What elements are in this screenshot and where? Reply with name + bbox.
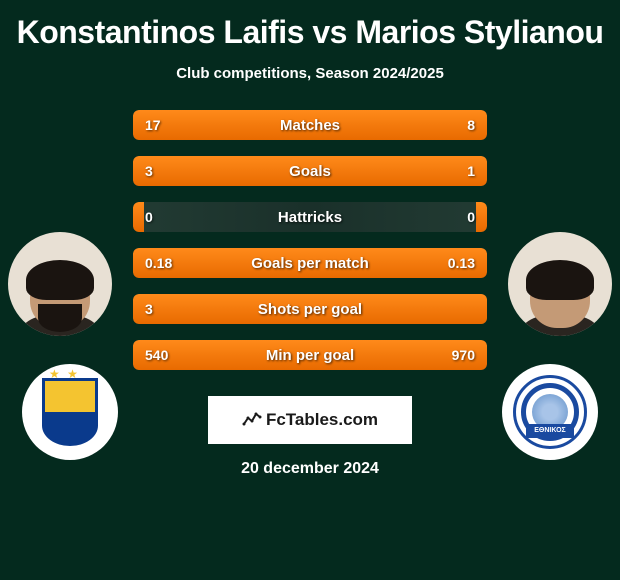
footer-date: 20 december 2024 bbox=[241, 460, 379, 478]
player-avatar-right bbox=[508, 232, 612, 336]
club-badge-left: ★ ★ ★ bbox=[22, 364, 118, 460]
stat-row: 3Shots per goal bbox=[133, 294, 487, 324]
stat-label: Shots per goal bbox=[133, 301, 487, 318]
stat-rows: 178Matches 31Goals 00Hattricks 0.180.13Goal… bbox=[133, 110, 487, 386]
chart-icon bbox=[242, 408, 262, 433]
stat-label: Matches bbox=[133, 117, 487, 134]
stat-row: 31Goals bbox=[133, 156, 487, 186]
stat-label: Goals per match bbox=[133, 255, 487, 272]
club-badge-right-text: ΕΘΝΙΚΟΣ bbox=[526, 424, 574, 438]
page-title: Konstantinos Laifis vs Marios Stylianou bbox=[17, 14, 604, 51]
stat-row: 0.180.13Goals per match bbox=[133, 248, 487, 278]
stat-label: Min per goal bbox=[133, 347, 487, 364]
stat-row: 540970Min per goal bbox=[133, 340, 487, 370]
stat-row: 00Hattricks bbox=[133, 202, 487, 232]
club-badge-right: ΕΘΝΙΚΟΣ bbox=[502, 364, 598, 460]
subtitle: Club competitions, Season 2024/2025 bbox=[176, 65, 444, 82]
player-avatar-left bbox=[8, 232, 112, 336]
watermark-text: FcTables.com bbox=[266, 410, 378, 430]
stat-label: Goals bbox=[133, 163, 487, 180]
watermark: FcTables.com bbox=[208, 396, 412, 444]
stats-section: ★ ★ ★ ΕΘΝΙΚΟΣ 178Matches31Goals00Hattric… bbox=[0, 110, 620, 386]
stat-label: Hattricks bbox=[133, 209, 487, 226]
stat-row: 178Matches bbox=[133, 110, 487, 140]
